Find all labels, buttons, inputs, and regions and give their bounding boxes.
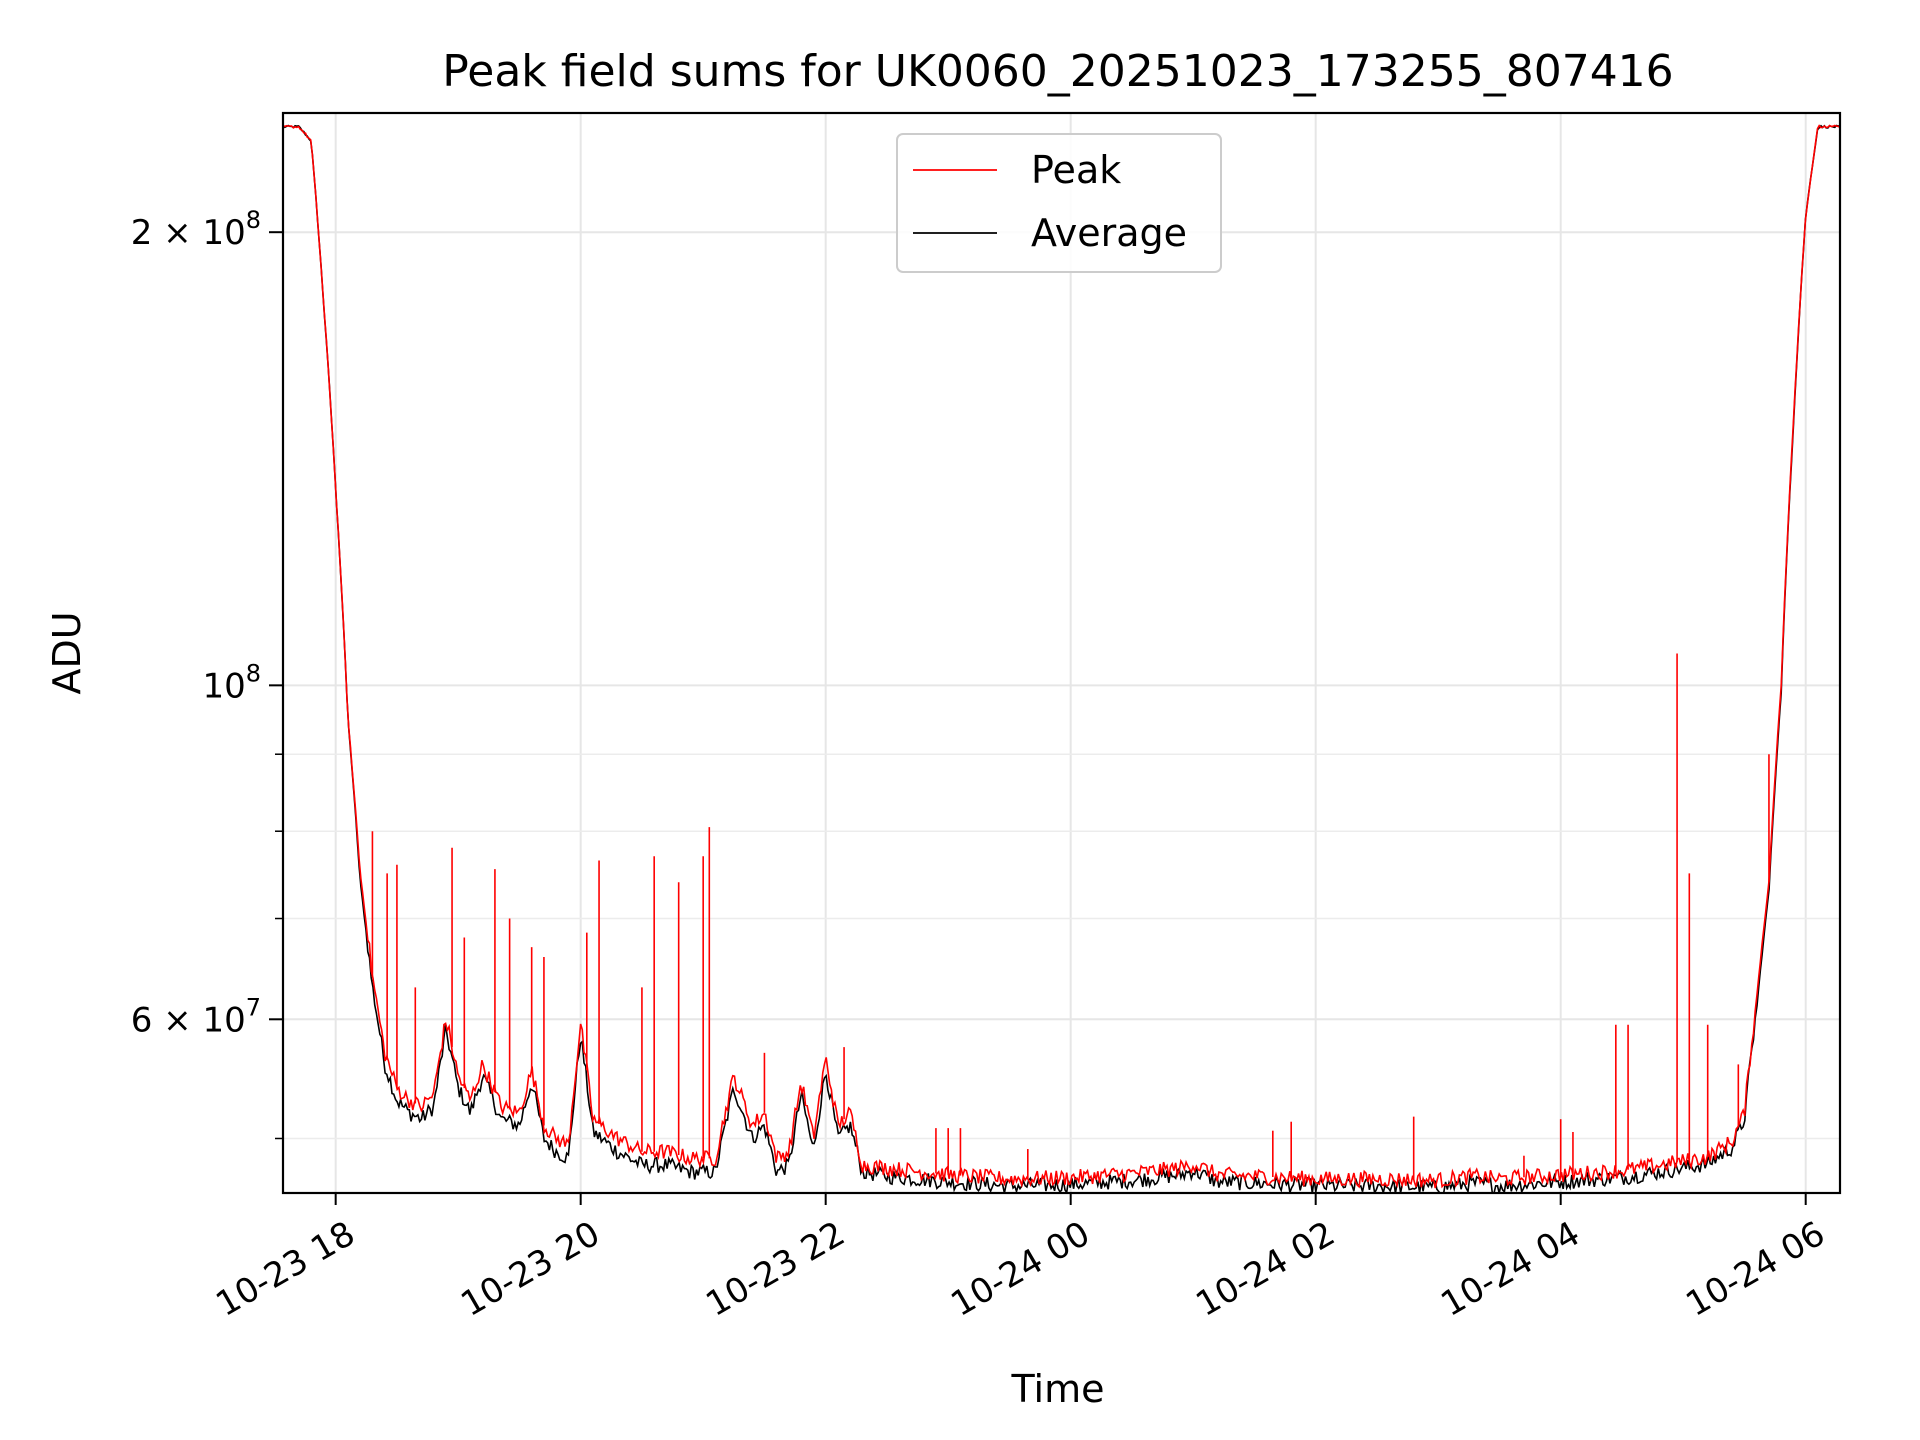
series-line-peak xyxy=(283,124,1840,1189)
legend-box xyxy=(896,133,1222,273)
series-line-average xyxy=(283,124,1840,1193)
x-axis-label: Time xyxy=(1011,1367,1105,1411)
chart-title: Peak field sums for UK0060_20251023_1732… xyxy=(442,46,1673,97)
plot-series xyxy=(283,124,1840,1193)
legend: Peak Average xyxy=(896,133,1222,273)
legend-label-peak: Peak xyxy=(1031,148,1121,192)
legend-label-average: Average xyxy=(1031,211,1187,255)
y-tick-label: 2 × 108 xyxy=(131,206,261,253)
grid xyxy=(283,113,1840,1193)
plot-frame xyxy=(281,111,1842,1195)
y-tick-label: 6 × 107 xyxy=(131,993,261,1040)
y-tick-label: 108 xyxy=(202,659,261,706)
y-axis-label: ADU xyxy=(45,611,89,694)
